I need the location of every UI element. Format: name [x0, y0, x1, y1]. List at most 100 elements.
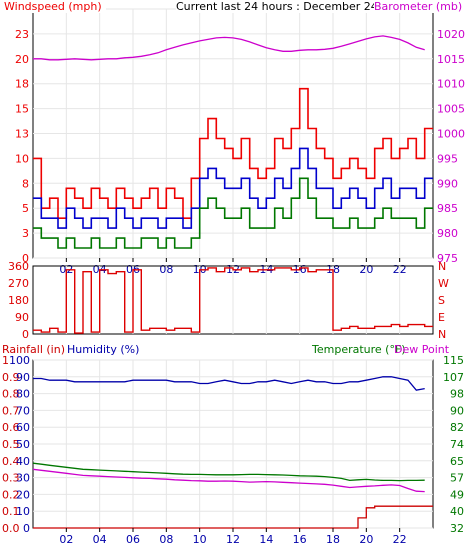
climate-panel-hour-axis: 02 04 06 08 10 12 14 16 18 20 22 [59, 528, 407, 546]
humidity-tick-label: 80 [16, 388, 30, 401]
humidity-axis: 0 10 20 30 40 50 60 70 80 90 100 [9, 354, 30, 535]
wind-tick-label: 20 [15, 53, 29, 66]
temperature-tick-label: 57 [450, 472, 464, 485]
hour-tick-label: 14 [259, 533, 273, 546]
barometer-tick-label: 1010 [437, 78, 465, 91]
humidity-tick-label: 40 [16, 455, 30, 468]
rainfall-tick-label: 0.0 [2, 522, 20, 535]
direction-tick-label: 360 [8, 260, 29, 273]
direction-tick-label: 90 [15, 311, 29, 324]
rainfall-axis: 0.0 0.1 0.2 0.3 0.4 0.5 0.6 0.7 0.8 0.9 1 [2, 354, 20, 535]
wind-tick-label: 8 [22, 177, 29, 190]
rainfall-tick-label: 1 [2, 354, 9, 367]
hour-tick-label: 02 [59, 533, 73, 546]
series-line-dewpoint [32, 468, 425, 493]
series-line-temperature [32, 462, 425, 482]
hour-tick-label: 10 [193, 533, 207, 546]
direction-degree-axis: 360 270 180 90 0 [8, 260, 29, 341]
humidity-tick-label: 0 [23, 522, 30, 535]
humidity-tick-label: 50 [16, 438, 30, 451]
rainfall-tick-label: 0.9 [2, 371, 20, 384]
temperature-tick-label: 65 [450, 455, 464, 468]
hour-tick-label: 20 [359, 533, 373, 546]
temperature-tick-label: 74 [450, 438, 464, 451]
series-line-gust [33, 87, 433, 219]
wind-tick-label: 0 [22, 252, 29, 265]
barometer-tick-label: 980 [437, 227, 458, 240]
wind-tick-label: 15 [15, 103, 29, 116]
wind-tick-label: 5 [22, 202, 29, 215]
barometer-tick-label: 1020 [437, 28, 465, 41]
temperature-tick-label: 107 [443, 371, 464, 384]
direction-panel-marks [33, 267, 433, 334]
hour-tick-label: 22 [393, 533, 407, 546]
compass-tick-label: S [438, 294, 445, 307]
wind-tick-label: 13 [15, 128, 29, 141]
rainfall-tick-label: 0.2 [2, 488, 20, 501]
right-labels-backing [312, 342, 467, 356]
wind-axis-label: Windspeed (mph) [4, 0, 102, 13]
rainfall-axis-label: Rainfall (in) [2, 343, 65, 356]
humidity-axis-label: Humidity (%) [67, 343, 139, 356]
left-labels-backing [1, 342, 137, 356]
humidity-tick-label: 60 [16, 421, 30, 434]
barometer-tick-label: 990 [437, 177, 458, 190]
rainfall-tick-label: 0.4 [2, 455, 20, 468]
temperature-tick-label: 98 [450, 388, 464, 401]
series-line-barometer [33, 35, 425, 61]
hour-tick-label: 12 [226, 533, 240, 546]
hour-tick-label: 04 [93, 533, 107, 546]
temperature-tick-label: 115 [443, 354, 464, 367]
temperature-tick-label: 49 [450, 488, 464, 501]
humidity-tick-label: 90 [16, 371, 30, 384]
temperature-tick-label: 32 [450, 522, 464, 535]
barometer-tick-label: 995 [437, 152, 458, 165]
rainfall-tick-label: 0.1 [2, 505, 20, 518]
title-backing [176, 0, 374, 13]
series-line-humidity [33, 376, 425, 391]
climate-panel-marks [32, 376, 433, 529]
wind-tick-label: 10 [15, 152, 29, 165]
barometer-tick-label: 1005 [437, 103, 465, 116]
climate-panel-grid [33, 359, 433, 529]
series-line-average [33, 147, 433, 229]
barometer-tick-label: 1015 [437, 53, 465, 66]
rainfall-tick-label: 0.7 [2, 404, 20, 417]
rainfall-tick-label: 0.5 [2, 438, 20, 451]
direction-tick-label: 180 [8, 294, 29, 307]
compass-tick-label: N [438, 260, 446, 273]
series-line-direction [33, 267, 433, 334]
rainfall-tick-label: 0.6 [2, 421, 20, 434]
wind-tick-label: 3 [22, 227, 29, 240]
barometer-tick-label: 975 [437, 252, 458, 265]
rainfall-tick-label: 0.3 [2, 472, 20, 485]
barometer-tick-label: 1000 [437, 128, 465, 141]
temperature-tick-label: 40 [450, 505, 464, 518]
wind-panel-marks [33, 35, 433, 249]
wind-speed-axis: 035810131518202325 [15, 3, 29, 265]
wind-tick-label: 23 [15, 28, 29, 41]
chart-title: Current last 24 hours : December 24 2004 [176, 0, 409, 13]
direction-tick-label: 270 [8, 277, 29, 290]
series-line-low [33, 177, 433, 249]
hour-tick-label: 08 [159, 533, 173, 546]
hour-tick-label: 06 [126, 533, 140, 546]
temperature-tick-label: 82 [450, 421, 464, 434]
temperature-axis-label: Temperature (°F) [311, 343, 406, 356]
barometer-tick-label: 985 [437, 202, 458, 215]
humidity-tick-label: 30 [16, 472, 30, 485]
series-line-rainfall [33, 505, 433, 529]
temperature-axis: 32 40 49 57 65 74 82 90 98 107 115 [443, 354, 464, 535]
direction-tick-label: 0 [22, 328, 29, 341]
wind-tick-label: 18 [15, 78, 29, 91]
hour-tick-label: 18 [326, 533, 340, 546]
humidity-tick-label: 20 [16, 488, 30, 501]
humidity-tick-label: 70 [16, 404, 30, 417]
dewpoint-axis-label: Dew Point [394, 343, 450, 356]
rainfall-tick-label: 0.8 [2, 388, 20, 401]
compass-tick-label: N [438, 328, 446, 341]
compass-tick-label: E [438, 311, 445, 324]
